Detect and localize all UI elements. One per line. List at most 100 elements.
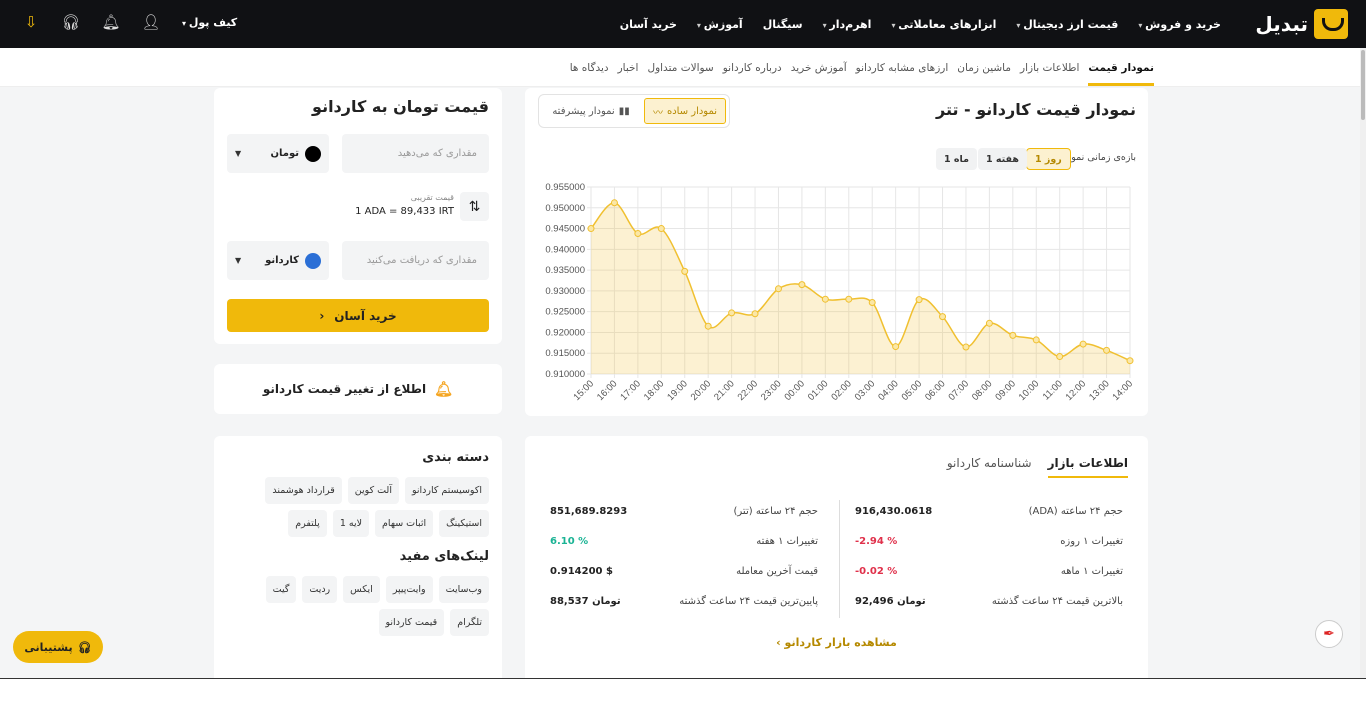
chevron-left-icon: › — [776, 636, 781, 649]
x-tick-label: 19:00 — [665, 378, 690, 403]
links-tag[interactable]: وب‌سایت — [438, 576, 489, 603]
market-label: حجم ۲۴ ساعته (ADA) — [1028, 506, 1123, 517]
nav-item[interactable]: خرید آسان — [619, 17, 677, 31]
links-tag[interactable]: وایت‌پیپر — [385, 576, 433, 603]
nav-item[interactable]: آموزش — [697, 18, 743, 31]
categories-title: دسته بندی — [422, 450, 489, 465]
give-currency-select[interactable]: تومان ▼ — [227, 134, 329, 173]
data-point — [704, 322, 712, 330]
data-point — [845, 295, 853, 303]
wallet-menu[interactable]: ▾ کیف پول — [182, 15, 238, 29]
download-app-icon[interactable]: ⇩ — [24, 13, 38, 31]
market-row: حجم ۲۴ ساعته (تتر) 851,689.8293 — [550, 506, 818, 517]
easy-buy-button[interactable]: خرید آسان ‹ — [227, 299, 489, 332]
market-value: 0.914200 $ — [550, 566, 613, 577]
headset-icon[interactable]: 🎧︎ — [61, 13, 81, 31]
market-row: حجم ۲۴ ساعته (ADA) 916,430.0618 — [855, 506, 1123, 517]
data-point — [610, 199, 618, 207]
data-point — [1103, 346, 1111, 354]
links-tag[interactable]: ردیت — [302, 576, 338, 603]
range-1month[interactable]: 1 ماه — [936, 148, 977, 170]
y-tick-label: 0.920000 — [545, 327, 585, 338]
y-tick-label: 0.950000 — [545, 203, 585, 214]
data-point — [868, 299, 876, 307]
top-header: تبدیل خرید و فروش قیمت ارز دیجیتال ابزارها… — [0, 0, 1366, 48]
data-point — [587, 225, 595, 233]
bell-icon[interactable]: 🔔︎ — [101, 13, 121, 31]
bell-ringing-icon: 🔔︎ — [434, 380, 454, 398]
data-point — [821, 295, 829, 303]
data-point — [985, 319, 993, 327]
links-tag[interactable]: تلگرام — [450, 609, 489, 636]
categories-card: دسته بندی اکوسیستم کاردانوآلت کوینقراردا… — [214, 436, 502, 686]
x-tick-label: 00:00 — [782, 378, 807, 403]
nav-item[interactable]: قیمت ارز دیجیتال — [1016, 18, 1118, 31]
nav-item[interactable]: خرید و فروش — [1138, 18, 1221, 31]
links-tag[interactable]: گیت — [265, 576, 297, 603]
data-point — [798, 281, 806, 289]
x-tick-label: 14:00 — [1111, 378, 1136, 403]
x-tick-label: 02:00 — [829, 378, 854, 403]
categories-tag[interactable]: آلت کوین — [347, 477, 399, 504]
line-chart-icon: 〰 — [652, 107, 663, 119]
subnav-item[interactable]: ارزهای مشابه کاردانو — [855, 61, 949, 74]
range-1day[interactable]: 1 روز — [1026, 148, 1071, 170]
range-label: بازه‌ی زمانی نمودار — [1059, 152, 1136, 163]
advanced-chart-button[interactable]: ▮▮ نمودار پیشرفته — [552, 105, 630, 117]
market-row: بالاترین قیمت ۲۴ ساعت گذشته 92,496 تومان — [855, 596, 1123, 607]
user-icon[interactable]: 👤︎ — [141, 13, 161, 31]
x-tick-label: 17:00 — [618, 378, 643, 403]
x-tick-label: 15:00 — [572, 378, 597, 403]
price-chart: 0.955000 0.950000 0.945000 0.940000 0.935000… — [545, 182, 1136, 403]
scrollbar[interactable] — [1360, 48, 1366, 678]
get-currency-select[interactable]: کاردانو ▼ — [227, 241, 329, 280]
simple-chart-button[interactable]: نمودار ساده 〰 — [644, 98, 726, 124]
y-tick-label: 0.930000 — [545, 286, 585, 297]
subnav-item[interactable]: اطلاعات بازار — [1020, 61, 1080, 74]
give-amount-input[interactable]: مقداری که می‌دهید — [342, 134, 489, 173]
links-tag[interactable]: ایکس — [343, 576, 380, 603]
data-point — [892, 343, 900, 351]
market-value: 6.10 % — [550, 536, 589, 547]
market-value: 88,537 تومان — [550, 596, 621, 607]
market-label: قیمت آخرین معامله — [736, 566, 818, 577]
categories-tag[interactable]: استیکینگ — [439, 510, 489, 537]
nav-item[interactable]: سیگنال — [762, 17, 803, 31]
range-1week[interactable]: 1 هفته — [978, 148, 1027, 170]
data-point — [939, 313, 947, 321]
categories-tag[interactable]: اکوسیستم کاردانو — [404, 477, 489, 504]
x-tick-label: 13:00 — [1087, 378, 1112, 403]
tab-cardano-profile[interactable]: شناسنامه کاردانو — [946, 456, 1032, 470]
subnav-item[interactable]: سوالات متداول — [647, 61, 714, 74]
price-alert-button[interactable]: 🔔︎ اطلاع از تغییر قیمت کاردانو — [214, 364, 502, 414]
categories-tag[interactable]: قرارداد هوشمند — [265, 477, 342, 504]
data-point — [657, 225, 665, 233]
subnav-item[interactable]: اخبار — [617, 61, 639, 74]
nav-item[interactable]: اهرم‌دار — [823, 18, 871, 31]
x-tick-label: 16:00 — [595, 378, 620, 403]
subnav-item[interactable]: درباره کاردانو — [722, 61, 782, 74]
y-tick-label: 0.925000 — [545, 307, 585, 318]
swap-icon: ⇅ — [468, 198, 481, 215]
x-tick-label: 11:00 — [1041, 378, 1065, 402]
get-amount-input[interactable]: مقداری که دریافت می‌کنید — [342, 241, 489, 280]
subnav-item[interactable]: دیدگاه ها — [569, 61, 609, 74]
subnav-item[interactable]: نمودار قیمت — [1088, 50, 1154, 86]
y-tick-label: 0.955000 — [545, 182, 585, 193]
tab-market-info[interactable]: اطلاعات بازار — [1047, 456, 1128, 478]
data-point — [751, 310, 759, 318]
chart-title: نمودار قیمت کاردانو - تتر — [935, 100, 1136, 119]
links-tag[interactable]: قیمت کاردانو — [378, 609, 445, 636]
swap-button[interactable]: ⇅ — [460, 192, 489, 221]
support-button[interactable]: 🎧︎ پشتیبانی — [13, 631, 103, 663]
pdf-icon[interactable]: ✒ — [1315, 620, 1343, 648]
nav-item[interactable]: ابزارهای معاملاتی — [891, 18, 996, 31]
categories-tag[interactable]: پلتفرم — [288, 510, 327, 537]
categories-tag[interactable]: لایه 1 — [332, 510, 370, 537]
market-value: -0.02 % — [855, 566, 898, 577]
view-market-link[interactable]: مشاهده بازار کاردانو › — [776, 636, 897, 649]
subnav-item[interactable]: ماشین زمان — [957, 61, 1012, 74]
categories-tag[interactable]: اثبات سهام — [375, 510, 434, 537]
subnav-item[interactable]: آموزش خرید — [790, 61, 847, 74]
logo[interactable]: تبدیل — [1255, 9, 1348, 39]
